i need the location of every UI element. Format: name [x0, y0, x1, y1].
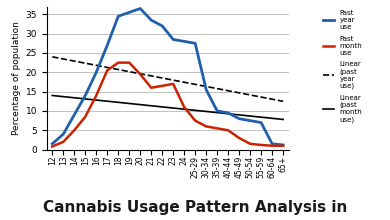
- Legend: Past
year
use, Past
month
use, Linear
(past
year
use), Linear
(past
month
use): Past year use, Past month use, Linear (p…: [321, 7, 365, 125]
- Text: Cannabis Usage Pattern Analysis in: Cannabis Usage Pattern Analysis in: [43, 200, 347, 215]
- Y-axis label: Percentage of population: Percentage of population: [12, 21, 21, 135]
